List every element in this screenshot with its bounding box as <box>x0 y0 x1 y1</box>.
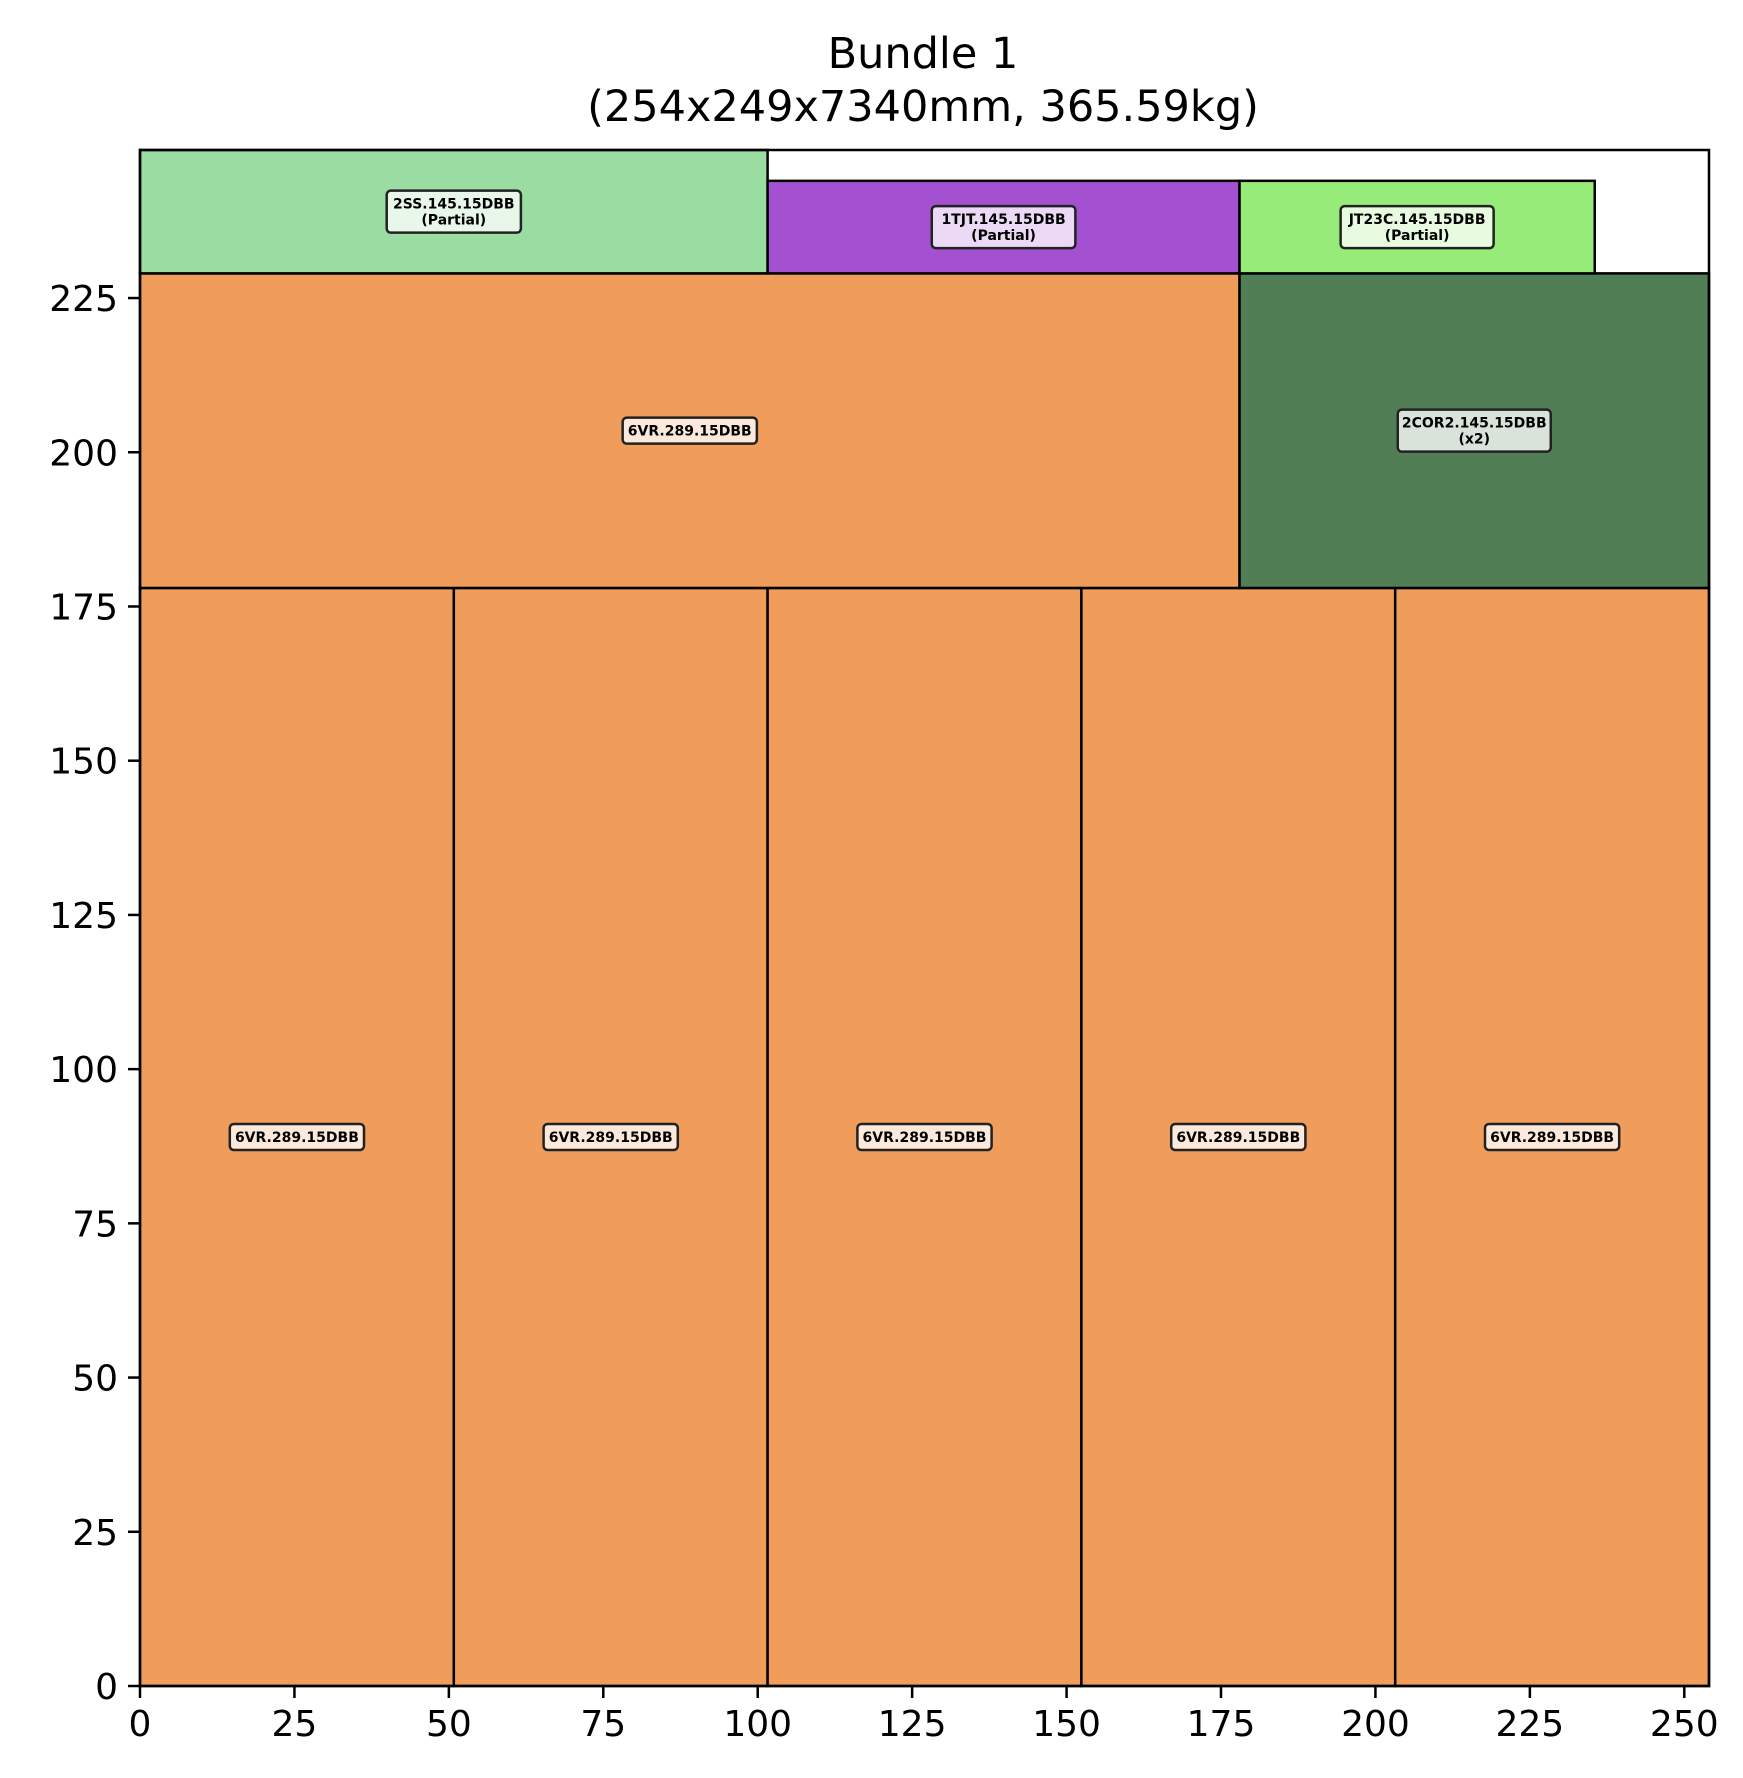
box-sublabel-6: (x2) <box>1458 432 1490 448</box>
y-tick-label-175: 175 <box>49 587 118 628</box>
y-tick-label-150: 150 <box>49 742 118 783</box>
box-sublabel-8: (Partial) <box>971 228 1036 244</box>
y-tick-label-125: 125 <box>49 896 118 937</box>
x-tick-label-225: 225 <box>1496 1704 1565 1745</box>
box-label-bg-6 <box>1396 408 1553 453</box>
x-tick-label-150: 150 <box>1032 1704 1101 1745</box>
box-label-3: 6VR.289.15DBB <box>1176 1130 1300 1146</box>
box-label-bg-5 <box>621 416 759 445</box>
y-tick-label-25: 25 <box>72 1513 118 1554</box>
y-tick-label-225: 225 <box>49 279 118 320</box>
boxes-layer <box>138 148 1711 1688</box>
y-tick-label-100: 100 <box>49 1050 118 1091</box>
box-label-8: 1TJT.145.15DBB <box>941 212 1065 228</box>
box-label-bg-4 <box>1483 1122 1621 1152</box>
labels-layer: 6VR.289.15DBB 6VR.289.15DBB 6VR.289.15DBB 6… <box>228 189 1621 1152</box>
plot-frame <box>138 148 1711 1688</box>
x-tick-label-125: 125 <box>878 1704 947 1745</box>
box-sublabel-9: (Partial) <box>1385 228 1450 244</box>
y-tick-label-200: 200 <box>49 433 118 474</box>
chart-title: Bundle 1 <box>828 29 1019 79</box>
x-tick-label-50: 50 <box>426 1704 472 1745</box>
box-sublabel-7: (Partial) <box>421 213 486 229</box>
box-label-bg-3 <box>1169 1122 1307 1152</box>
x-tick-label-200: 200 <box>1341 1704 1410 1745</box>
box-label-6: 2COR2.145.15DBB <box>1402 416 1547 432</box>
axes-layer: 0 25 50 75 100 125 150 175 200 225 250 0 25 50 75 100 12… <box>49 148 1719 1745</box>
box-label-bg-0 <box>228 1122 366 1152</box>
x-tick-label-75: 75 <box>580 1704 626 1745</box>
x-tick-label-0: 0 <box>129 1704 152 1745</box>
box-label-1: 6VR.289.15DBB <box>549 1130 673 1146</box>
box-label-7: 2SS.145.15DBB <box>393 197 515 213</box>
box-label-9: JT23C.145.15DBB <box>1348 212 1486 228</box>
box-label-bg-8 <box>930 204 1077 250</box>
box-label-bg-9 <box>1339 204 1495 250</box>
y-tick-label-0: 0 <box>95 1667 118 1708</box>
y-tick-label-75: 75 <box>72 1204 118 1245</box>
box-label-bg-7 <box>385 189 523 234</box>
chart-subtitle: (254x249x7340mm, 365.59kg) <box>587 82 1259 132</box>
x-tick-label-250: 250 <box>1650 1704 1719 1745</box>
x-tick-label-175: 175 <box>1187 1704 1256 1745</box>
x-tick-label-25: 25 <box>272 1704 318 1745</box>
box-label-bg-1 <box>542 1122 680 1152</box>
box-label-4: 6VR.289.15DBB <box>1490 1130 1614 1146</box>
box-label-2: 6VR.289.15DBB <box>863 1130 987 1146</box>
box-label-bg-2 <box>856 1122 993 1152</box>
box-label-5: 6VR.289.15DBB <box>628 424 752 440</box>
box-label-0: 6VR.289.15DBB <box>235 1130 359 1146</box>
x-tick-label-100: 100 <box>723 1704 792 1745</box>
y-tick-label-50: 50 <box>72 1359 118 1400</box>
